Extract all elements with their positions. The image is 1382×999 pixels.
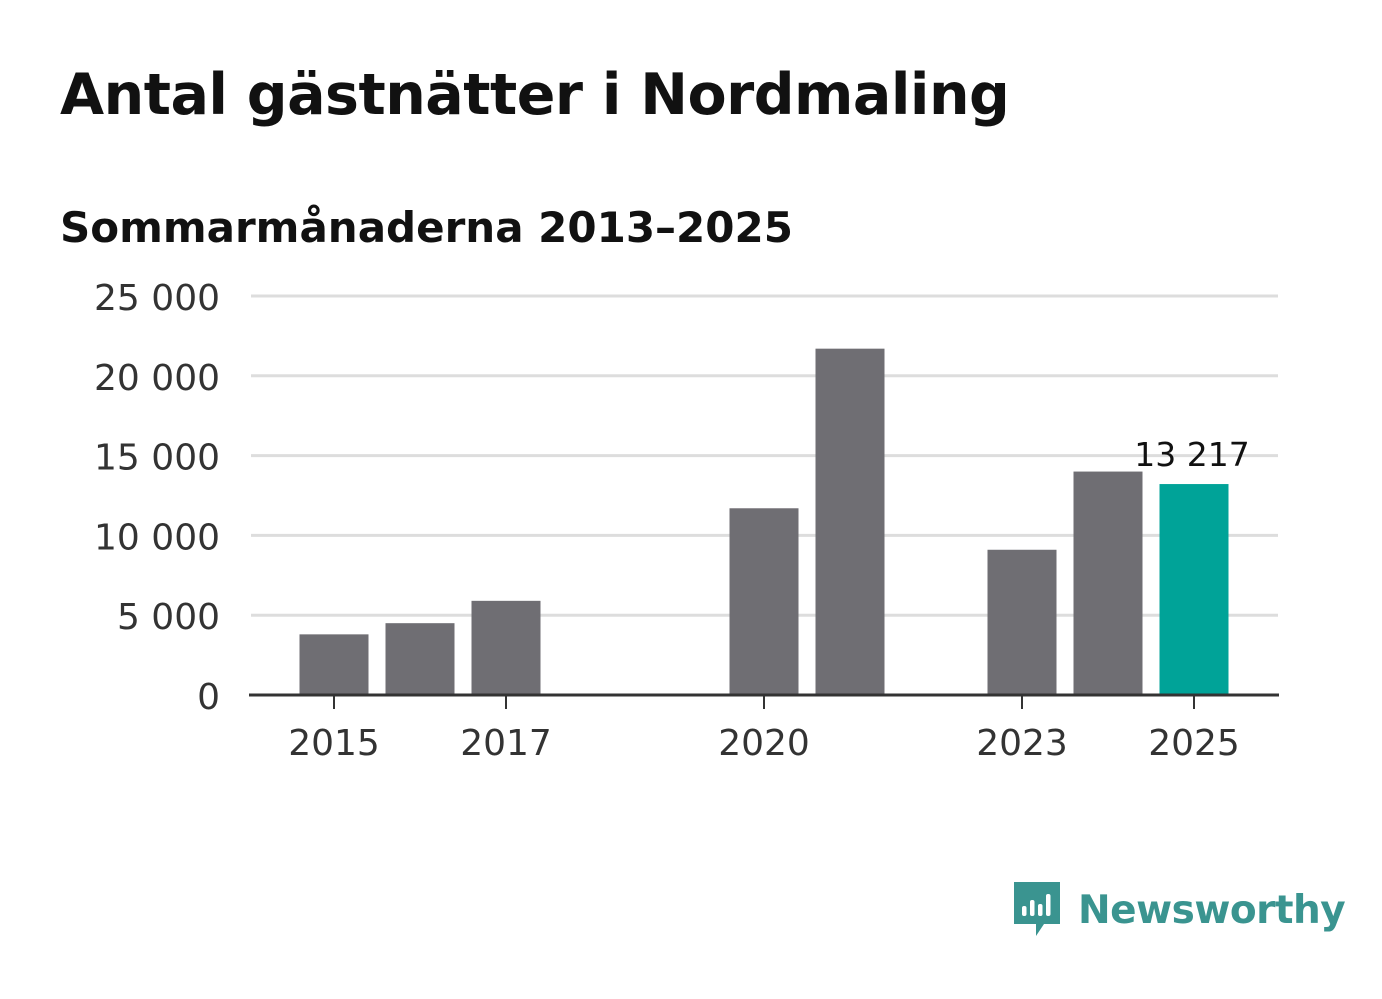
bar-2017 — [471, 600, 541, 695]
newsworthy-logo-icon — [1014, 882, 1060, 936]
y-tick-label: 20 000 — [94, 358, 220, 399]
bar-2021 — [815, 348, 885, 695]
x-axis — [249, 693, 1279, 709]
y-tick-label: 5 000 — [117, 597, 220, 638]
brand-name: Newsworthy — [1078, 887, 1346, 933]
newsworthy-logo: Newsworthy — [1012, 880, 1346, 940]
x-tick-label: 2025 — [1148, 723, 1240, 764]
bar-2015 — [299, 634, 369, 695]
x-tick-label: 2020 — [718, 723, 810, 764]
x-tick-label: 2017 — [460, 723, 552, 764]
annotations: 13 217 — [1134, 435, 1249, 474]
y-tick-label: 10 000 — [94, 517, 220, 558]
bars — [299, 348, 1229, 695]
bar-2024 — [1073, 471, 1143, 695]
bar-2016 — [385, 623, 455, 695]
y-axis-labels: 0 5 000 10 000 15 000 20 000 25 000 — [94, 278, 220, 718]
y-tick-label: 25 000 — [94, 278, 220, 319]
x-axis-labels: 2015 2017 2020 2023 2025 — [288, 723, 1240, 764]
chart-subtitle: Sommarmånaderna 2013–2025 — [60, 203, 793, 252]
bar-2020 — [729, 508, 799, 695]
x-tick-label: 2023 — [976, 723, 1068, 764]
data-label-2025: 13 217 — [1134, 435, 1249, 474]
bar-2025 — [1159, 484, 1229, 695]
bar-2023 — [987, 549, 1057, 695]
x-tick-label: 2015 — [288, 723, 380, 764]
y-tick-label: 15 000 — [94, 438, 220, 479]
y-tick-label: 0 — [197, 677, 220, 718]
chart-title: Antal gästnätter i Nordmaling — [60, 62, 1010, 128]
